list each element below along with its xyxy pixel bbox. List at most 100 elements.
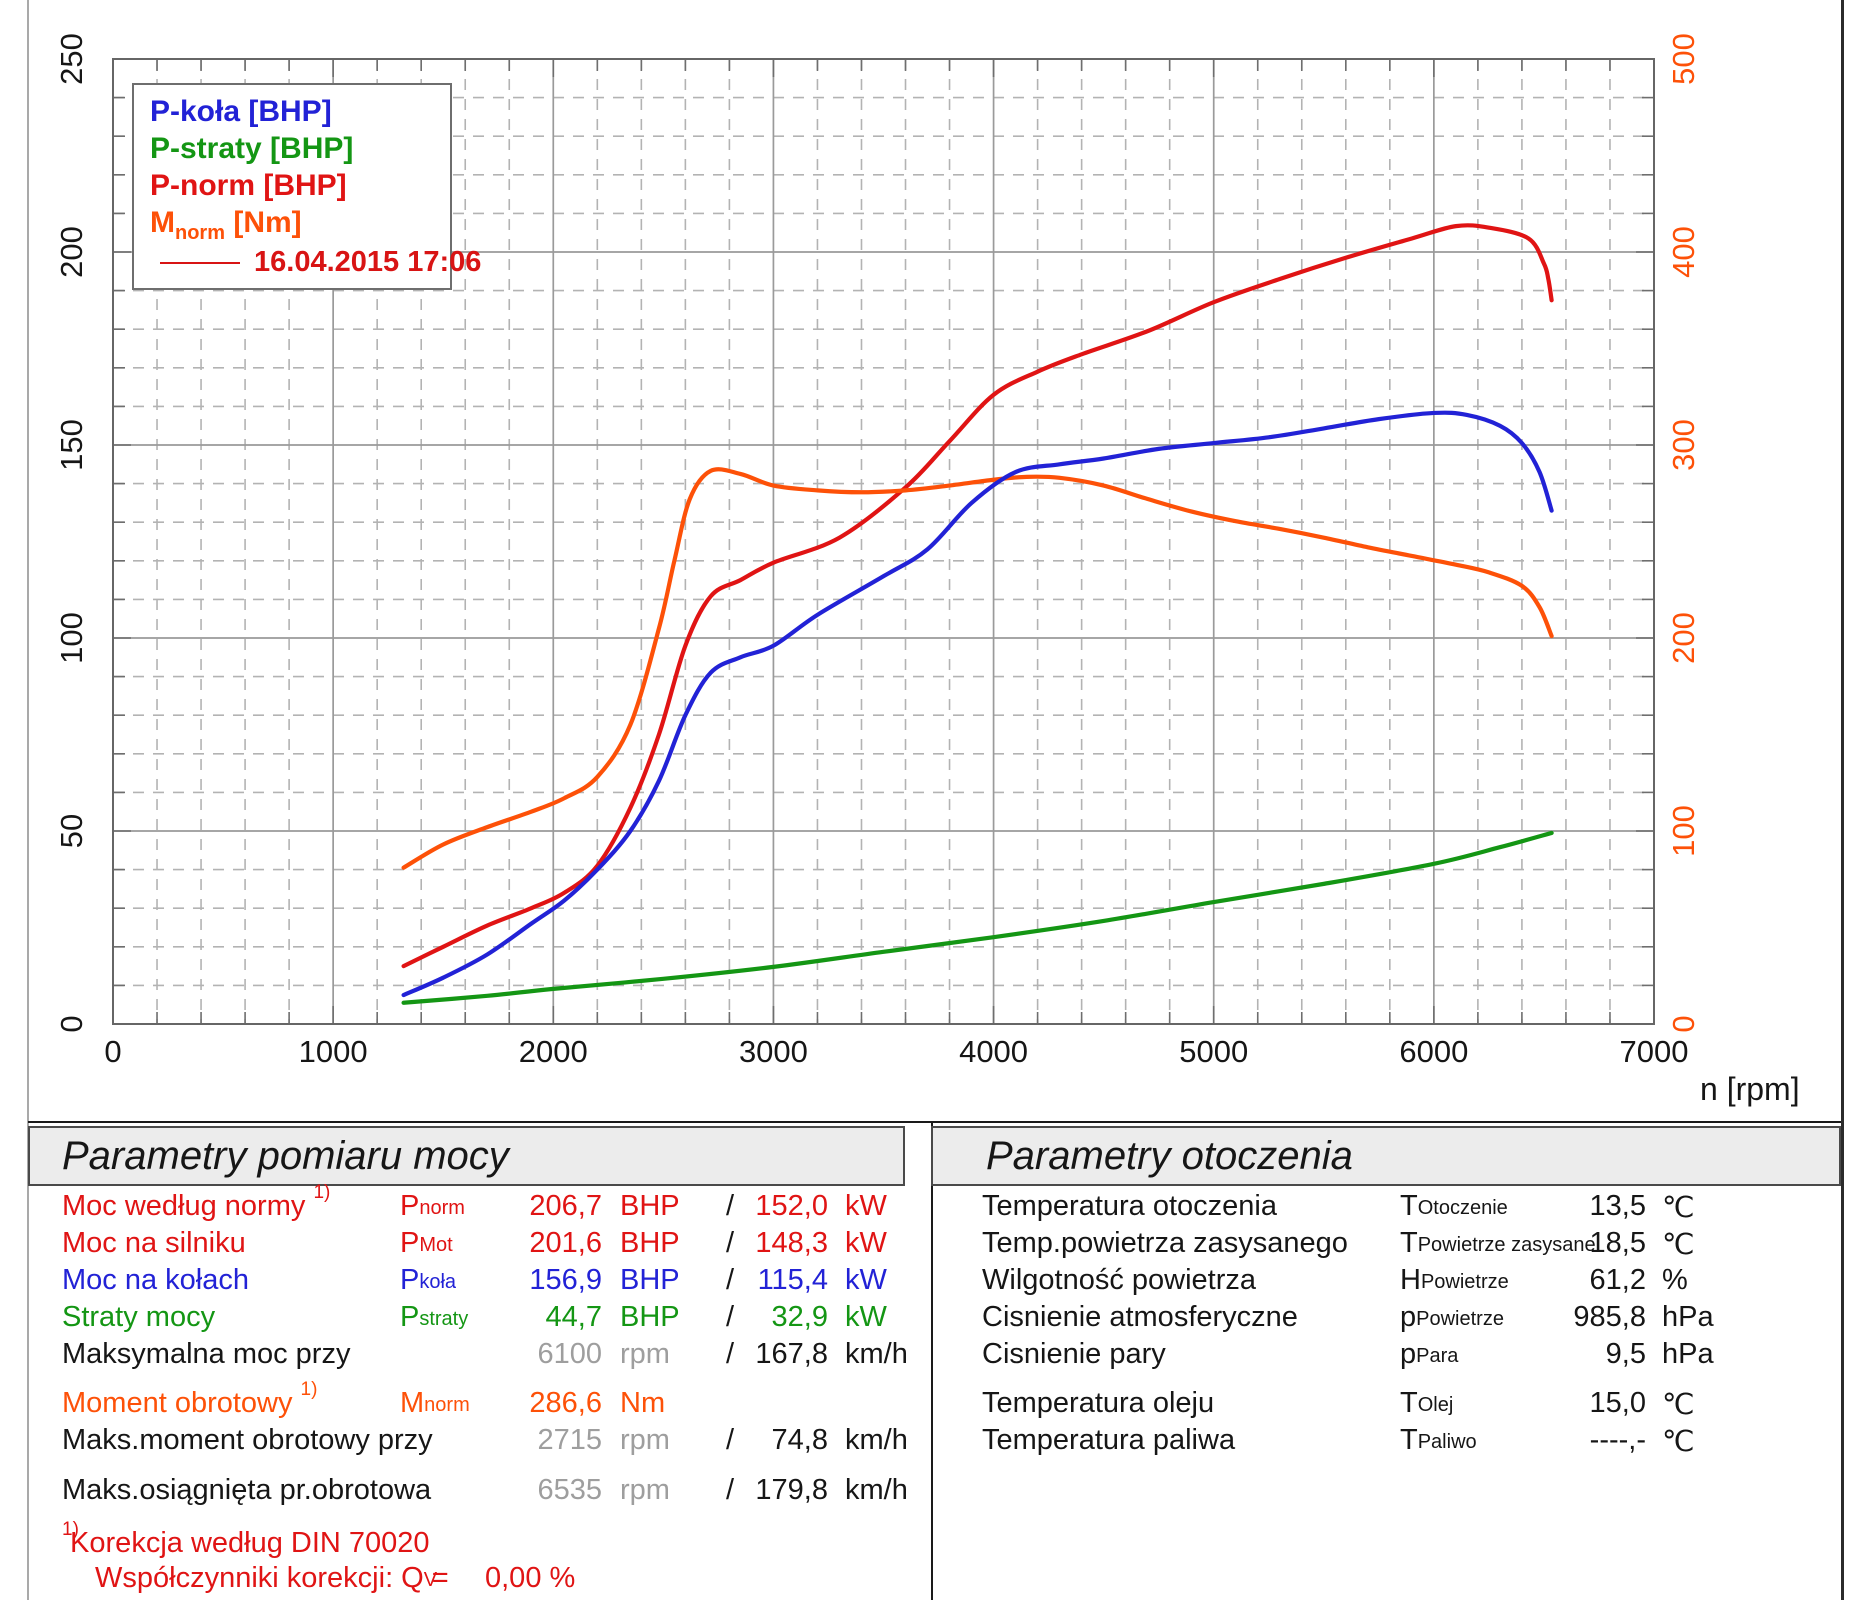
unit: hPa [1662, 1338, 1714, 1370]
slash: / [726, 1301, 735, 1333]
value: 18,5 [1589, 1227, 1646, 1259]
table-row: Maks.moment obrotowy przy 2715 rpm / 74,8 km/… [0, 1424, 1864, 1460]
legend-item: P-straty [BHP] [150, 132, 354, 165]
y-left-tick-label: 250 [54, 33, 89, 85]
legend-items: P-koła [BHP] P-straty [BHP] P-norm [BHP] Mn… [150, 93, 450, 244]
row-label: Maksymalna moc przy [62, 1338, 351, 1370]
value-secondary: 115,4 [757, 1264, 828, 1296]
x-tick-label: 3000 [739, 1034, 808, 1069]
section-top-divider [28, 1121, 1841, 1123]
row-label: Temperatura oleju [982, 1387, 1215, 1419]
symbol-subscript: Mot [419, 1234, 453, 1256]
left-panel-title: Parametry pomiaru mocy [62, 1134, 509, 1178]
value-secondary: 152,0 [755, 1190, 828, 1222]
curve-m-norm [401, 467, 1554, 870]
table-row: Moc na silniku P Mot 201,6 BHP / 148,3 kW [0, 1227, 1864, 1263]
table-row: Temp.powietrza zasysanego T Powietrze zasy… [0, 1227, 1864, 1263]
value: 13,5 [1589, 1190, 1646, 1222]
row-label: Cisnienie atmosferyczne [982, 1301, 1298, 1333]
row-label: Temp.powietrza zasysanego [982, 1227, 1348, 1259]
symbol-subscript: V [423, 1569, 438, 1591]
row-label: Moc według normy 1) [62, 1182, 331, 1222]
footnote-marker: 1) [62, 1519, 79, 1540]
legend-item: P-norm [BHP] [150, 169, 347, 202]
table-row: Maks.osiągnięta pr.obrotowa 6535 rpm / 179,8… [0, 1474, 1864, 1510]
value-primary: 201,6 [529, 1227, 602, 1259]
x-tick-label: 1000 [299, 1034, 368, 1069]
unit: ℃ [1662, 1389, 1695, 1421]
slash: / [726, 1227, 735, 1259]
unit-primary: BHP [620, 1190, 680, 1222]
slash: / [726, 1474, 735, 1506]
x-tick-label: 7000 [1620, 1034, 1689, 1069]
y-left-tick-label: 100 [54, 612, 89, 664]
symbol-subscript: Paliwo [1417, 1431, 1477, 1453]
x-tick-label: 2000 [519, 1034, 588, 1069]
row-symbol: p Para [1400, 1338, 1459, 1370]
y-right-tick-label: 300 [1666, 419, 1701, 471]
left-panel-header-bar [28, 1126, 905, 1186]
right-panel-header-bar [931, 1126, 1841, 1186]
curve-p-norm [401, 223, 1554, 969]
footnote-marker: 1) [300, 1379, 318, 1400]
plot-border [112, 58, 1655, 1025]
legend-date-row: 16.04.2015 17:06 [150, 244, 481, 281]
y-right-tick-label: 200 [1666, 612, 1701, 664]
unit-primary: rpm [620, 1338, 670, 1370]
unit-secondary: kW [845, 1264, 887, 1296]
x-axis-title: n [rpm] [1700, 1071, 1800, 1107]
curve-p-koła [401, 410, 1554, 998]
footnote-marker: 1) [313, 1182, 331, 1203]
right-panel-title: Parametry otoczenia [986, 1134, 1353, 1178]
value-secondary: 179,8 [755, 1474, 828, 1506]
y-right-tick-label: 500 [1666, 33, 1701, 85]
row-label: Moc na kołach [62, 1264, 249, 1296]
y-left-tick-label: 150 [54, 419, 89, 471]
unit-primary: BHP [620, 1227, 680, 1259]
value-primary: 156,9 [529, 1264, 602, 1296]
unit: ℃ [1662, 1229, 1695, 1261]
row-symbol: T Otoczenie [1400, 1190, 1508, 1222]
row-label: Straty mocy [62, 1301, 216, 1333]
value: ----,- [1589, 1424, 1646, 1456]
legend-item: P-koła [BHP] [150, 95, 332, 128]
legend-date: 16.04.2015 17:06 [254, 246, 482, 278]
value-primary: 44,7 [545, 1301, 602, 1333]
y-right-tick-label: 400 [1666, 226, 1701, 278]
row-symbol: H Powietrze [1400, 1264, 1509, 1296]
curve-p-straty [401, 830, 1554, 1005]
table-row: Temperatura otoczenia T Otoczenie 13,5 ℃ [0, 1190, 1864, 1226]
unit-primary: BHP [620, 1301, 680, 1333]
slash: / [726, 1264, 735, 1296]
slash: / [726, 1338, 735, 1370]
legend-item: Mnorm [Nm] [150, 206, 302, 244]
row-label: Maks.osiągnięta pr.obrotowa [62, 1474, 432, 1506]
chart-legend: P-koła [BHP] P-straty [BHP] P-norm [BHP] Mn… [132, 83, 481, 290]
value-primary: 286,6 [529, 1387, 602, 1419]
y-right-tick-label: 100 [1666, 805, 1701, 857]
y-right-tick-label: 0 [1666, 1015, 1701, 1032]
symbol-subscript: norm [419, 1197, 465, 1219]
symbol-subscript: koła [419, 1271, 457, 1293]
page-border-left [27, 0, 29, 1600]
unit: ℃ [1662, 1192, 1695, 1224]
value: 61,2 [1589, 1264, 1646, 1296]
footnote-value: 0,00 % [485, 1562, 576, 1594]
symbol-subscript: Powietrze [1420, 1271, 1509, 1293]
table-row: Cisnienie atmosferyczne p Powietrze 985,8 hP… [0, 1301, 1864, 1337]
symbol-subscript: Para [1416, 1345, 1459, 1367]
table-row: Cisnienie pary p Para 9,5 hPa [0, 1338, 1864, 1374]
unit-primary: Nm [620, 1387, 666, 1419]
row-symbol: P Mot [400, 1227, 453, 1259]
footnote-correction-standard: 1) Korekcja według DIN 70020 [0, 1519, 1864, 1563]
x-tick-label: 5000 [1179, 1034, 1248, 1069]
y-left-tick-label: 200 [54, 226, 89, 278]
unit-secondary: km/h [845, 1338, 908, 1370]
row-label: Wilgotność powietrza [982, 1264, 1256, 1296]
